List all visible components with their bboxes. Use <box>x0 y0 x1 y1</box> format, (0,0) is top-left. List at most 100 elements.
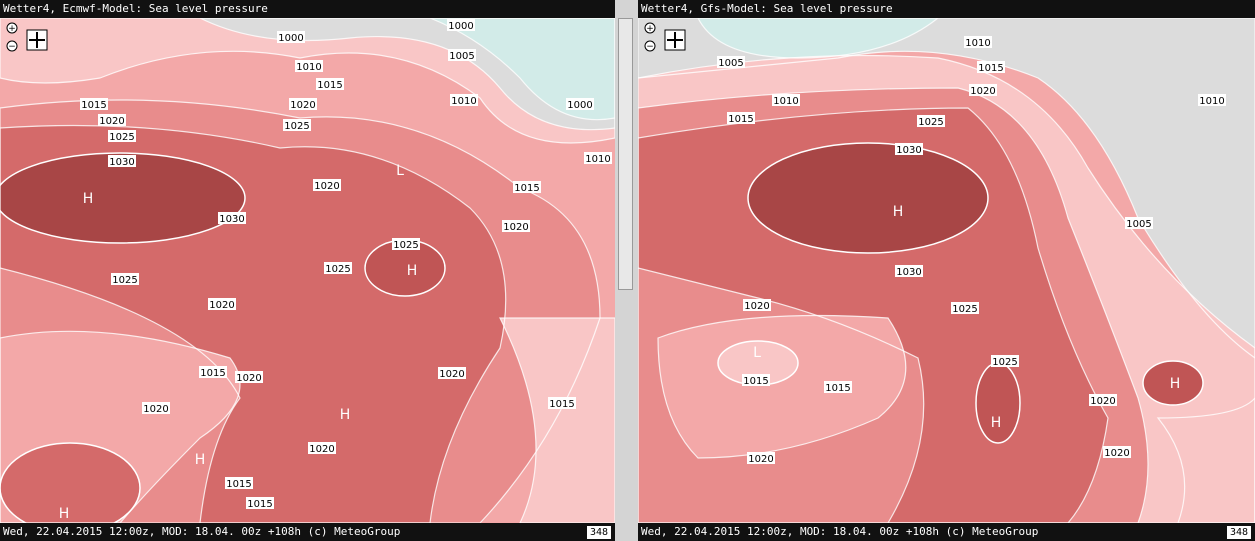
isobar-label: 1030 <box>219 214 244 225</box>
isobar <box>499 317 615 524</box>
pressure-zone <box>638 18 1255 358</box>
label-box <box>969 84 997 96</box>
isobar-label: 1025 <box>918 117 943 128</box>
label-box <box>199 366 227 378</box>
label-box <box>747 452 775 464</box>
label-box <box>742 374 770 386</box>
isobar-label: 1010 <box>1199 96 1224 107</box>
pressure-center: H <box>1170 376 1181 392</box>
pressure-zone <box>748 143 988 253</box>
label-box <box>1089 394 1117 406</box>
isobar-label: 1020 <box>744 301 769 312</box>
pressure-center: H <box>991 415 1002 431</box>
label-box <box>392 238 420 250</box>
isobar-label: 1015 <box>743 376 768 387</box>
label-box <box>743 299 771 311</box>
isobar-label: 1020 <box>439 369 464 380</box>
zoom-icon: + <box>646 24 654 34</box>
pressure-zone <box>1143 361 1203 405</box>
isobar-label: 1025 <box>325 264 350 275</box>
label-box <box>977 61 1005 73</box>
label-box <box>295 60 323 72</box>
label-box <box>448 49 476 61</box>
isobar-label: 1005 <box>718 58 743 69</box>
isobar <box>638 107 1109 524</box>
label-box <box>289 98 317 110</box>
pressure-zone <box>0 443 140 524</box>
pressure-center: L <box>753 345 761 361</box>
pressure-zone <box>365 240 445 296</box>
label-box <box>108 130 136 142</box>
isobar <box>638 18 1255 359</box>
label-box <box>548 397 576 409</box>
isobar <box>0 330 241 524</box>
label-box <box>1198 94 1226 106</box>
label-box <box>108 155 136 167</box>
isobar-label: 1015 <box>549 399 574 410</box>
label-box <box>111 273 139 285</box>
zoom-icon: + <box>8 24 16 34</box>
label-box <box>277 31 305 43</box>
isobar <box>0 152 246 244</box>
isobar-label: 1020 <box>290 100 315 111</box>
isobar-label: 1015 <box>978 63 1003 74</box>
isobar-label: 1015 <box>247 499 272 510</box>
zoom-button[interactable] <box>6 40 18 52</box>
isobar-label: 1010 <box>773 96 798 107</box>
isobar-label: 1020 <box>209 300 234 311</box>
zoom-button[interactable] <box>644 40 656 52</box>
isobar-label: 1005 <box>449 51 474 62</box>
isobar-label: 1025 <box>992 357 1017 368</box>
isobar-label: 1010 <box>965 38 990 49</box>
isobar-label: 1030 <box>896 267 921 278</box>
isobar-label: 1015 <box>226 479 251 490</box>
zoom-icon: − <box>8 42 16 52</box>
label-box <box>246 497 274 509</box>
page-number: 348 <box>586 526 611 539</box>
isobar-label: 1020 <box>309 444 334 455</box>
label-box <box>895 143 923 155</box>
label-box <box>566 98 594 110</box>
isobar <box>0 124 507 524</box>
isobar <box>657 314 907 459</box>
label-box <box>324 262 352 274</box>
pressure-zone <box>718 341 798 385</box>
isobar-label: 1020 <box>748 454 773 465</box>
label-box <box>225 477 253 489</box>
label-box <box>513 181 541 193</box>
isobar <box>429 18 615 121</box>
zoom-button[interactable] <box>644 22 656 34</box>
label-box <box>447 19 475 31</box>
label-box <box>895 265 923 277</box>
isobar <box>747 142 989 254</box>
isobar-label: 1020 <box>1090 396 1115 407</box>
map: + − 1010 1005 1015 1020 1010 1010 1015 1025 1030 H 1… <box>638 18 1255 524</box>
pressure-center: L <box>396 163 404 179</box>
isobar-label: 1015 <box>825 383 850 394</box>
isobar-label: 1000 <box>278 33 303 44</box>
isobar-label: 1005 <box>1126 219 1151 230</box>
label-box <box>308 442 336 454</box>
pressure-center: H <box>893 204 904 220</box>
pressure-zone <box>976 363 1020 443</box>
label-box <box>717 56 745 68</box>
isobar-label: 1025 <box>109 132 134 143</box>
panel-footer: Wed, 22.04.2015 12:00z, MOD: 18.04. 00z … <box>0 523 615 541</box>
isobar <box>0 442 141 524</box>
isobar <box>638 87 1149 524</box>
map-panel: + − 1010 1005 1015 1020 1010 1010 1015 1025 1030 H 1… <box>638 0 1255 541</box>
label-box <box>316 78 344 90</box>
label-box <box>951 302 979 314</box>
label-box <box>80 98 108 110</box>
isobar-label: 1020 <box>99 116 124 127</box>
isobar-label: 1020 <box>314 181 339 192</box>
isobar-label: 1025 <box>952 304 977 315</box>
isobar-label: 1030 <box>896 145 921 156</box>
label-box <box>917 115 945 127</box>
scroll-thumb[interactable] <box>618 18 633 290</box>
panel-footer: Wed, 22.04.2015 12:00z, MOD: 18.04. 00z … <box>638 523 1255 541</box>
isobar-label: 1025 <box>393 240 418 251</box>
zoom-button[interactable] <box>6 22 18 34</box>
